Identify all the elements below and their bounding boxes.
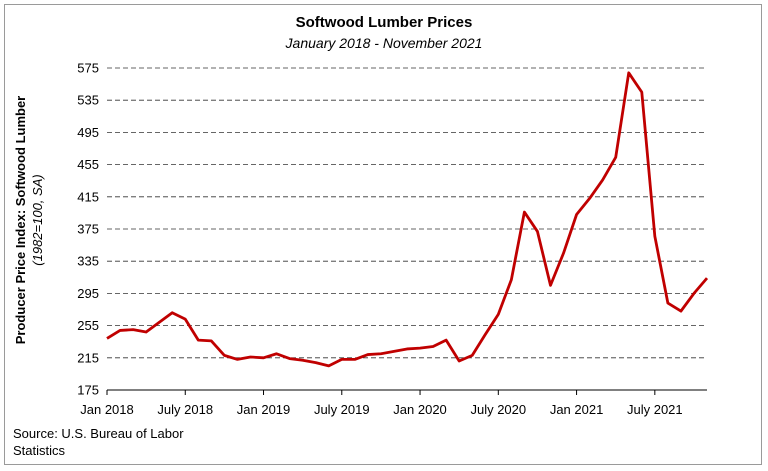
y-tick-label: 335 xyxy=(77,254,99,269)
y-tick-label: 215 xyxy=(77,350,99,365)
series-line-softwood-lumber xyxy=(106,71,709,368)
x-tick-label: Jan 2020 xyxy=(393,402,447,417)
y-axis-ticks: 175 215 255 295 335 375 415 455 495 535 575 xyxy=(77,61,99,398)
x-tick-label: Jan 2019 xyxy=(237,402,291,417)
y-axis-label: Producer Price Index: Softwood Lumber xyxy=(13,96,28,344)
x-tick-label: July 2018 xyxy=(157,402,213,417)
y-tick-label: 175 xyxy=(77,383,99,398)
gridlines xyxy=(107,67,707,359)
y-tick-label: 415 xyxy=(77,189,99,204)
y-tick-label: 455 xyxy=(77,157,99,172)
y-tick-label: 255 xyxy=(77,318,99,333)
y-tick-label: 295 xyxy=(77,286,99,301)
y-axis-label-sub: (1982=100, SA) xyxy=(30,174,45,265)
x-tick-label: July 2020 xyxy=(470,402,526,417)
y-tick-label: 495 xyxy=(77,125,99,140)
y-tick-label: 535 xyxy=(77,93,99,108)
x-tick-label: July 2019 xyxy=(314,402,370,417)
chart-subtitle: January 2018 - November 2021 xyxy=(285,35,483,51)
y-tick-label: 375 xyxy=(77,222,99,237)
x-axis-ticks: Jan 2018 July 2018 Jan 2019 July 2019 Jan 20… xyxy=(80,390,683,417)
x-tick-label: July 2021 xyxy=(627,402,683,417)
source-note: Source: U.S. Bureau of Labor Statistics xyxy=(13,426,184,458)
x-tick-label: Jan 2021 xyxy=(550,402,604,417)
x-tick-label: Jan 2018 xyxy=(80,402,134,417)
y-tick-label: 575 xyxy=(77,61,99,76)
chart-title: Softwood Lumber Prices xyxy=(295,14,473,31)
